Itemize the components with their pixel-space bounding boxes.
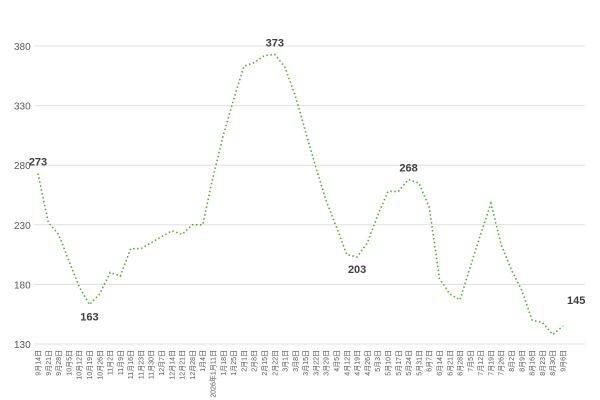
x-tick-label: 12月21日: [179, 350, 187, 380]
x-tick-label: 4月5日: [333, 350, 341, 372]
value-label: 203: [348, 264, 366, 276]
x-tick-label: 9月6日: [560, 350, 568, 372]
x-tick-label: 8月2日: [508, 350, 516, 372]
y-tick-label: 130: [14, 340, 31, 351]
x-tick-label: 2月8日: [251, 350, 259, 372]
x-tick-label: 12月7日: [158, 350, 166, 376]
x-tick-label: 2月15日: [261, 350, 269, 376]
x-tick-label: 1月4日: [199, 350, 207, 372]
x-tick-label: 10月5日: [65, 350, 73, 376]
value-label: 145: [567, 295, 585, 307]
value-label: 373: [266, 37, 284, 49]
x-tick-label: 5月3日: [374, 350, 382, 372]
x-tick-label: 2月1日: [240, 350, 248, 372]
x-tick-label: 12月14日: [168, 350, 176, 380]
value-label: 163: [80, 312, 98, 324]
x-tick-label: 9月28日: [55, 350, 63, 376]
x-tick-label: 1月25日: [230, 350, 238, 376]
x-tick-label: 11月16日: [127, 350, 135, 379]
x-tick-label: 3月1日: [282, 350, 290, 372]
x-tick-label: 1月18日: [220, 350, 228, 376]
x-tick-label: 8月16日: [529, 350, 537, 376]
x-tick-label: 8月30日: [549, 350, 557, 376]
x-tick-label: 12月28日: [189, 350, 197, 380]
x-tick-label: 7月12日: [477, 350, 485, 376]
x-tick-label: 3月15日: [302, 350, 310, 376]
y-tick-label: 280: [14, 161, 31, 172]
x-tick-label: 10月26日: [96, 350, 104, 380]
x-tick-label: 3月29日: [323, 350, 331, 376]
y-tick-label: 230: [14, 221, 31, 232]
x-tick-label: 11月2日: [107, 350, 115, 375]
x-tick-label: 9月21日: [45, 350, 53, 376]
x-tick-label: 8月23日: [539, 350, 547, 376]
x-tick-label: 6月7日: [426, 350, 434, 372]
y-tick-label: 180: [14, 280, 31, 291]
x-tick-label: 5月24日: [405, 350, 413, 376]
x-tick-label: 10月12日: [76, 350, 84, 380]
x-tick-label: 8月9日: [518, 350, 526, 372]
x-tick-label: 11月30日: [148, 350, 156, 379]
x-tick-label: 2026年1月11日: [209, 350, 218, 398]
y-tick-label: 330: [14, 102, 31, 113]
x-tick-label: 4月26日: [364, 350, 372, 376]
value-label: 273: [29, 157, 47, 169]
x-tick-label: 11月23日: [137, 350, 145, 379]
x-tick-label: 5月17日: [395, 350, 403, 376]
x-tick-label: 3月8日: [292, 350, 300, 372]
x-tick-label: 10月19日: [86, 350, 94, 380]
x-tick-label: 3月22日: [312, 350, 320, 376]
x-tick-label: 6月14日: [436, 350, 444, 376]
x-tick-label: 5月31日: [415, 350, 423, 376]
x-tick-label: 11月9日: [117, 350, 125, 375]
x-tick-label: 7月26日: [498, 350, 506, 376]
x-tick-label: 2月22日: [271, 350, 279, 376]
x-tick-label: 4月12日: [343, 350, 351, 376]
x-tick-label: 6月28日: [457, 350, 465, 376]
x-tick-label: 5月10日: [385, 350, 393, 376]
x-tick-label: 9月14日: [35, 350, 43, 376]
y-tick-label: 380: [14, 42, 31, 53]
value-label: 268: [399, 163, 417, 175]
x-tick-label: 4月19日: [354, 350, 362, 376]
x-tick-label: 7月5日: [467, 350, 475, 372]
x-tick-label: 7月19日: [487, 350, 495, 376]
x-tick-label: 6月21日: [446, 350, 454, 376]
data-line: [37, 53, 564, 336]
